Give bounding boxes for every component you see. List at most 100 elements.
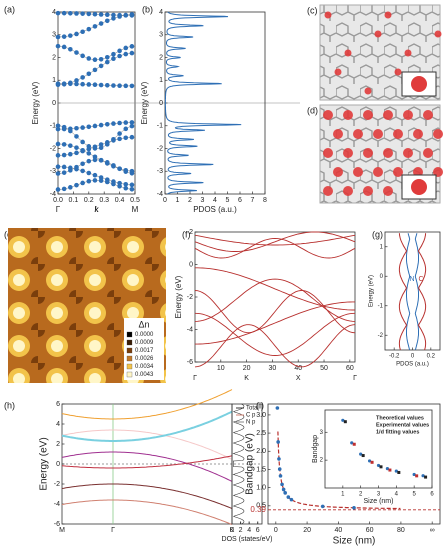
panel-label: (f) [182,229,191,239]
band-dot [61,164,67,170]
y-tick-label: 0 [380,274,384,280]
band-dot [80,161,85,167]
legend-swatch [126,371,133,378]
data-point [289,497,294,502]
atom [323,110,333,120]
y-axis-label: Energy (eV) [369,275,375,307]
band-dot [98,56,104,62]
data-point [276,440,280,444]
band-dot [68,33,73,38]
band-dot [98,142,104,147]
x-tick-label: 60 [346,365,354,372]
y-tick-label: 3 [52,32,56,39]
band-line [195,301,355,345]
k-point-label: K [244,375,249,382]
atom [334,68,342,76]
band-dot [123,126,129,132]
band-dot [104,160,110,165]
atom [364,87,372,95]
atoms [323,110,443,196]
x-tick-label: 40 [294,365,302,372]
band-dot [86,158,92,164]
inset-point [367,459,372,463]
band-line [195,267,355,311]
band-dot [129,50,135,56]
band-line [61,499,233,525]
band-dot [74,78,79,83]
atom [323,148,333,158]
band-dot [74,166,79,172]
y-axis-label: Bandgap [312,435,319,463]
band-dot [92,123,98,129]
x-tick-label: 3 [201,197,205,204]
band-dot [80,75,85,80]
band-dot [86,124,92,130]
band-dot [129,12,135,17]
band-dot [98,122,104,128]
x-axis-label: Size (nm) [364,498,394,505]
band-dot [129,44,135,49]
x-tick-label: 3 [377,492,381,498]
y-tick-label: 2.5 [256,430,266,437]
atom [433,129,443,139]
band-dot [129,123,135,129]
x-axis-label: k [95,205,100,214]
y-tick-label: 3 [320,430,324,436]
y-tick-label: 4 [159,9,163,16]
k-point-label: K [230,527,235,534]
band-dot [117,83,122,89]
band-dot [129,134,135,140]
x-tick-label: 20 [303,527,311,534]
band-dot [61,124,67,130]
band-dot [86,26,92,32]
band-dot [111,12,116,18]
inset-point [341,418,345,422]
atom [393,167,403,177]
atom [403,148,413,158]
band-dot [98,12,104,17]
y-axis-label: Energy (eV) [174,275,183,318]
band-dot [68,128,73,134]
inset-point [361,454,365,458]
y-tick-label: -2 [187,294,193,301]
band-dot [111,51,116,57]
k-point-label: Γ [193,375,197,382]
band-dot [74,182,79,188]
band-dot [86,151,92,156]
k-point-label: Γ [111,527,115,534]
legend-label: 0.0034 [135,364,154,370]
band-dot [61,170,67,175]
x-tick-label: -0.2 [389,354,400,360]
band-dot [86,178,92,184]
y-tick-label: -3 [157,168,163,175]
band-dot [117,48,122,54]
band-dot [86,71,92,77]
band-dot [80,147,85,153]
band-dot [123,83,129,89]
y-tick-label: 4 [56,421,60,428]
band-dot [55,171,61,176]
atom [413,129,423,139]
x-tick-label: 2 [188,197,192,204]
x-axis-label: PDOS (a.u.) [193,205,237,214]
legend-label: N p [246,420,256,426]
band-line [61,410,233,442]
x-tick-label: 5 [226,197,230,204]
y-axis-label: Energy (eV) [140,81,149,124]
inset-point [388,468,392,472]
band-dot [80,29,85,35]
x-tick-label: 0.2 [427,354,436,360]
y-tick-label: 3.0 [256,412,266,419]
y-axis-label: Energy (eV) [39,437,50,490]
band-dot [104,179,110,185]
y-tick-label: 2 [320,458,324,464]
y-tick-label: 0 [159,100,163,107]
y-tick-label: 2 [56,441,60,448]
x-tick-label: 1 [341,492,345,498]
band-dot [92,24,98,29]
band-dot [98,21,104,26]
data-point [352,505,356,510]
band-dot [55,10,61,16]
x-tick-label: 0.0 [53,197,63,204]
